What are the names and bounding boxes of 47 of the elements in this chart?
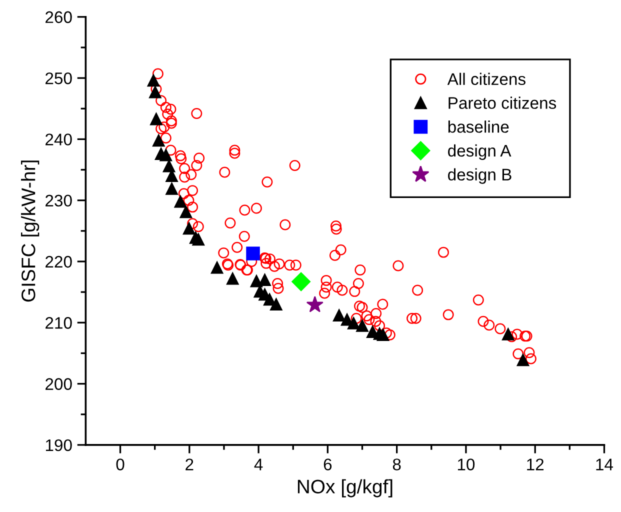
- y-tick-label: 190: [46, 439, 72, 452]
- point: [246, 246, 260, 260]
- y-tick-label: 210: [46, 317, 72, 329]
- point: [502, 328, 514, 340]
- x-tick-label: 12: [527, 458, 544, 470]
- y-tick-label: 260: [46, 11, 72, 24]
- point: [152, 134, 165, 147]
- point: [258, 274, 271, 286]
- legend-label: design B: [448, 168, 512, 184]
- point: [226, 272, 239, 285]
- point: [180, 206, 192, 218]
- x-tick-label: 6: [324, 458, 332, 470]
- legend-label: All citizens: [447, 72, 526, 86]
- point: [356, 320, 368, 332]
- point: [162, 160, 176, 172]
- legend-label: Pareto citizens: [448, 96, 556, 109]
- point: [516, 354, 530, 366]
- point: [347, 317, 360, 330]
- x-axis-title: NOx [g/kgf]: [298, 479, 392, 498]
- y-tick-label: 220: [46, 256, 72, 268]
- point: [150, 112, 162, 126]
- y-tick-label: 200: [46, 378, 72, 390]
- x-tick-label: 14: [596, 458, 614, 470]
- legend-label: baseline: [448, 120, 509, 133]
- x-tick-label: 2: [186, 458, 194, 470]
- y-tick-label: 250: [46, 72, 72, 84]
- x-tick-label: 0: [116, 458, 124, 470]
- point: [376, 328, 390, 342]
- point: [174, 195, 187, 208]
- point: [306, 296, 324, 312]
- y-tick-label: 230: [46, 194, 72, 207]
- point: [270, 298, 282, 310]
- y-axis-title: GISFC [g/kW-hr]: [21, 160, 40, 302]
- point: [166, 182, 178, 195]
- point: [147, 74, 160, 87]
- legend-label: design A: [448, 144, 512, 160]
- point: [182, 222, 196, 235]
- point: [160, 148, 172, 162]
- point: [210, 261, 224, 274]
- x-tick-label: 4: [254, 458, 263, 470]
- point: [192, 233, 205, 246]
- y-tick-label: 240: [46, 134, 72, 146]
- point: [149, 86, 162, 98]
- point: [292, 272, 311, 292]
- x-tick-label: 8: [392, 458, 401, 470]
- point: [332, 309, 346, 322]
- x-tick-label: 10: [458, 458, 475, 470]
